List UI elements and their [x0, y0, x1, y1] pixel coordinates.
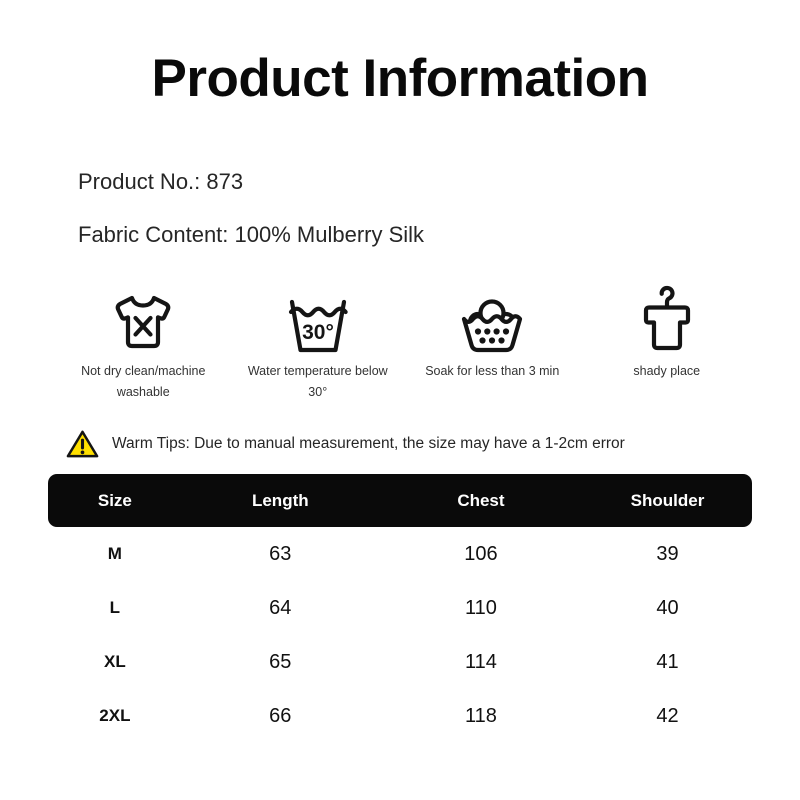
care-caption: Water temperature below 30° — [247, 364, 388, 399]
fabric-content-text: Fabric Content: 100% Mulberry Silk — [78, 222, 425, 247]
size-chart-table: Size Length Chest Shoulder M 63 106 39 L… — [48, 474, 752, 743]
column-header-size: Size — [97, 490, 132, 510]
product-number-text: Product No.: 873 — [78, 169, 244, 194]
length-value: 63 — [269, 542, 292, 565]
care-item-water-temperature: 30° Water temperature below 30° — [231, 283, 406, 403]
care-item-no-machine-wash: Not dry clean/machine washable — [56, 283, 231, 403]
soak-basin-bubbles-icon — [460, 283, 524, 355]
shoulder-value: 40 — [656, 596, 679, 619]
hang-dry-shirt-icon — [634, 283, 700, 355]
water-temperature-basin-icon: 30° — [286, 283, 350, 355]
table-row: 2XL 66 118 42 — [48, 689, 752, 743]
size-value: XL — [104, 652, 126, 671]
length-value: 65 — [269, 650, 292, 673]
column-header-chest: Chest — [457, 490, 505, 510]
care-item-soak-time: Soak for less than 3 min — [405, 283, 580, 403]
care-caption: Not dry clean/machine washable — [81, 364, 206, 399]
length-value: 64 — [269, 596, 292, 619]
size-value: M — [107, 544, 122, 563]
column-header-length: Length — [251, 490, 309, 510]
table-row: XL 65 114 41 — [48, 635, 752, 689]
table-row: M 63 106 39 — [48, 527, 752, 581]
warning-triangle-icon — [66, 429, 99, 459]
page-title: Product Information — [151, 49, 649, 108]
warm-tips-row: Warm Tips: Due to manual measurement, th… — [66, 429, 760, 459]
length-value: 66 — [269, 704, 292, 727]
care-item-shady-place: shady place — [580, 283, 755, 403]
water-temp-label: 30° — [302, 321, 334, 344]
warm-tips-text: Warm Tips: Due to manual measurement, th… — [112, 435, 625, 452]
shoulder-value: 41 — [656, 650, 679, 673]
product-info-block: Product No.: 873 Fabric Content: 100% Mu… — [78, 169, 424, 248]
care-caption: shady place — [633, 364, 701, 378]
size-value: L — [109, 598, 121, 617]
shoulder-value: 39 — [656, 542, 679, 565]
column-header-shoulder: Shoulder — [630, 490, 705, 510]
chest-value: 110 — [464, 596, 497, 619]
chest-value: 106 — [464, 542, 498, 565]
shoulder-value: 42 — [656, 704, 679, 727]
chest-value: 118 — [464, 704, 497, 727]
care-instructions-row: Not dry clean/machine washable 30° Water… — [56, 283, 754, 403]
size-chart-header-row: Size Length Chest Shoulder — [48, 474, 752, 527]
chest-value: 114 — [464, 650, 497, 673]
no-machine-wash-tshirt-icon — [111, 283, 175, 355]
care-caption: Soak for less than 3 min — [425, 364, 560, 378]
table-row: L 64 110 40 — [48, 581, 752, 635]
size-value: 2XL — [99, 706, 131, 725]
